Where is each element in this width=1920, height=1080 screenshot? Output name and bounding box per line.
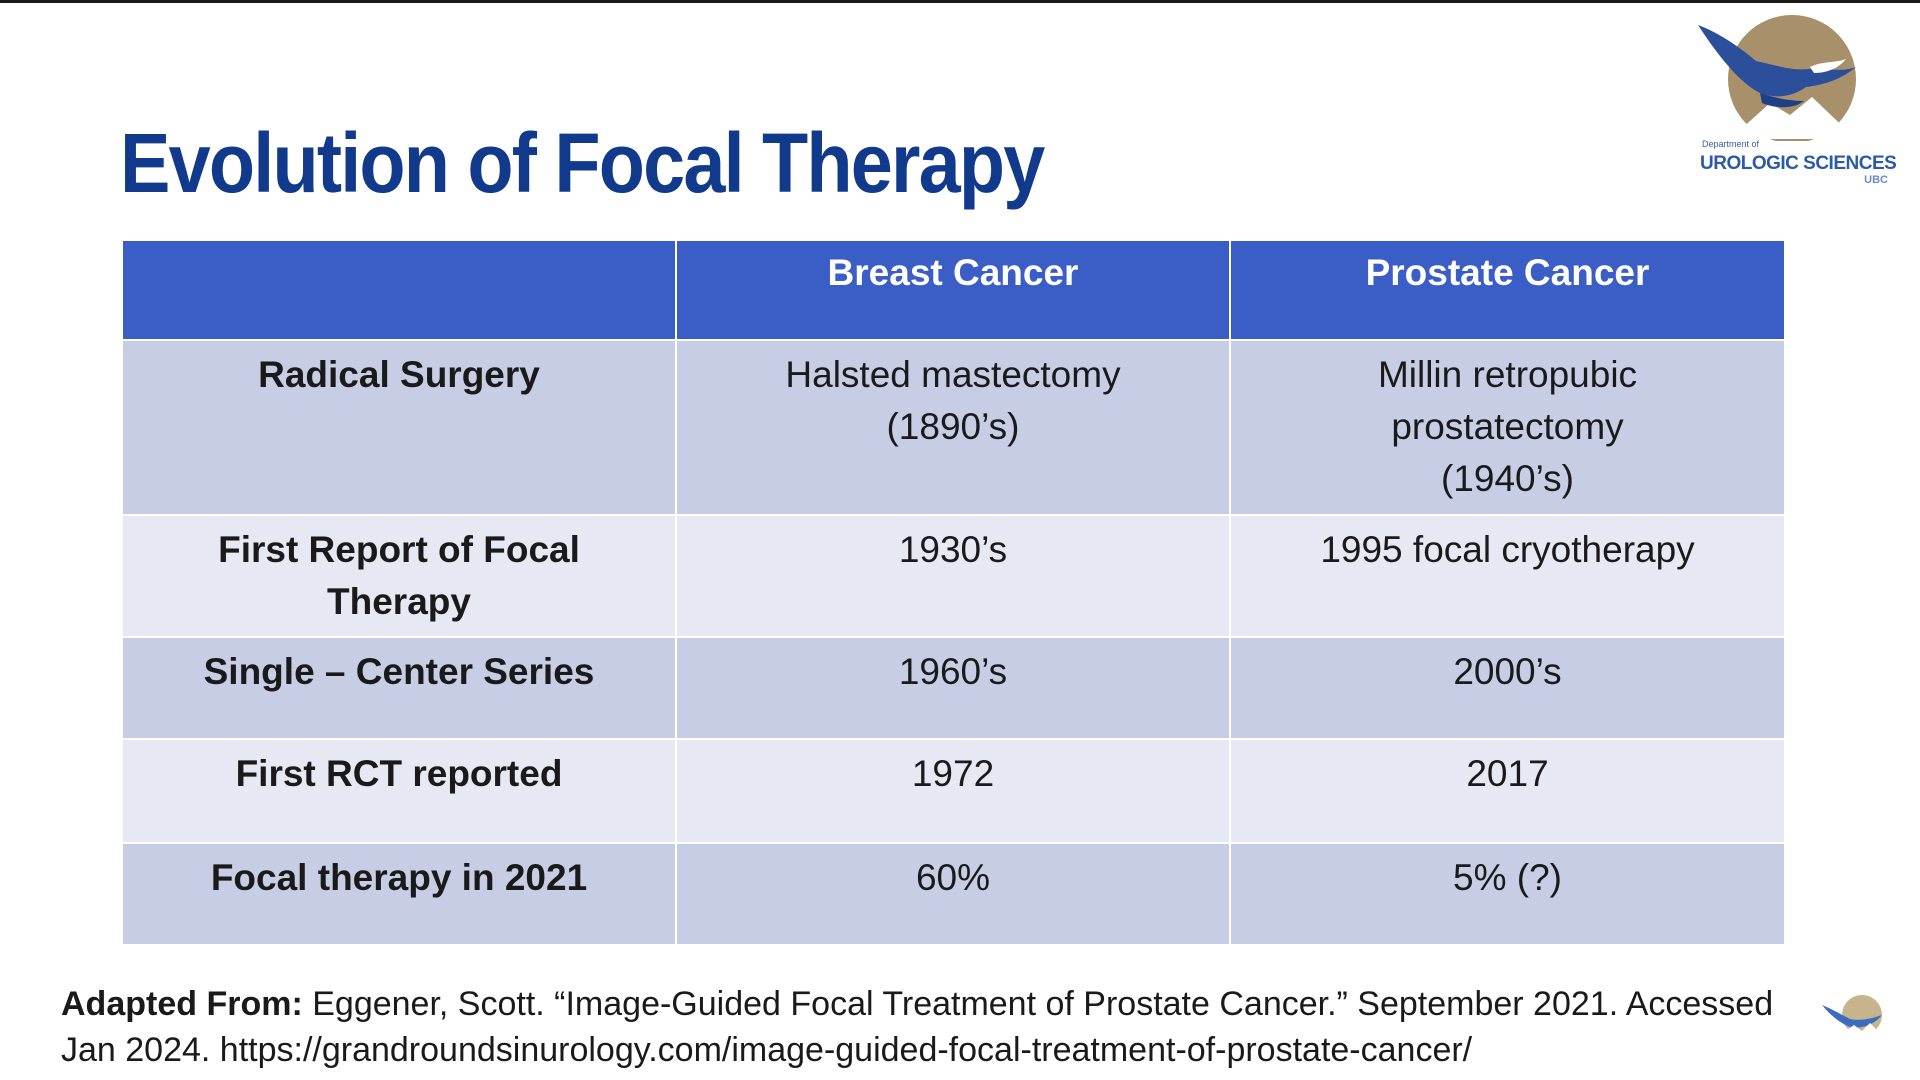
table-row: First RCT reported 1972 2017 <box>121 738 1786 844</box>
slide: Evolution of Focal Therapy Department of… <box>0 3 1920 1080</box>
table-row: First Report of Focal Therapy 1930’s 199… <box>121 514 1786 638</box>
cell-breast: 60% <box>675 842 1231 946</box>
cell-breast: 1960’s <box>675 636 1231 740</box>
cell-breast: 1930’s <box>675 514 1231 638</box>
cell-prostate: 2017 <box>1229 738 1786 844</box>
logo-department-text: Department of <box>1702 139 1760 149</box>
row-label: Single – Center Series <box>121 636 677 740</box>
table-row: Radical Surgery Halsted mastectomy (1890… <box>121 339 1786 516</box>
header-cell-breast-cancer: Breast Cancer <box>675 239 1231 341</box>
cell-breast: 1972 <box>675 738 1231 844</box>
cell-breast: Halsted mastectomy (1890’s) <box>675 339 1231 516</box>
cell-prostate: Millin retropubic prostatectomy (1940’s) <box>1229 339 1786 516</box>
comparison-table: Breast Cancer Prostate Cancer Radical Su… <box>121 239 1786 946</box>
row-label: Focal therapy in 2021 <box>121 842 677 946</box>
logo-ubc-text: UBC <box>1864 174 1888 186</box>
table-row: Focal therapy in 2021 60% 5% (?) <box>121 842 1786 946</box>
row-label: First Report of Focal Therapy <box>121 514 677 638</box>
mini-eagle-logo-icon <box>1822 995 1882 1035</box>
row-label: First RCT reported <box>121 738 677 844</box>
citation: Adapted From: Eggener, Scott. “Image-Gui… <box>61 981 1821 1073</box>
logo-name-text: UROLOGIC SCIENCES <box>1700 153 1897 174</box>
citation-prefix: Adapted From: <box>61 985 303 1023</box>
header-cell-prostate-cancer: Prostate Cancer <box>1229 239 1786 341</box>
cell-prostate: 2000’s <box>1229 636 1786 740</box>
table-row: Single – Center Series 1960’s 2000’s <box>121 636 1786 740</box>
cell-prostate: 5% (?) <box>1229 842 1786 946</box>
ubc-urologic-sciences-logo: Department of UROLOGIC SCIENCES UBC <box>1690 11 1920 196</box>
cell-prostate: 1995 focal cryotherapy <box>1229 514 1786 638</box>
header-cell-blank <box>121 239 677 341</box>
eagle-emblem-icon <box>1698 15 1856 141</box>
slide-title: Evolution of Focal Therapy <box>120 116 1045 210</box>
table-header-row: Breast Cancer Prostate Cancer <box>121 239 1786 341</box>
row-label: Radical Surgery <box>121 339 677 516</box>
citation-text: Eggener, Scott. “Image-Guided Focal Trea… <box>61 985 1774 1069</box>
